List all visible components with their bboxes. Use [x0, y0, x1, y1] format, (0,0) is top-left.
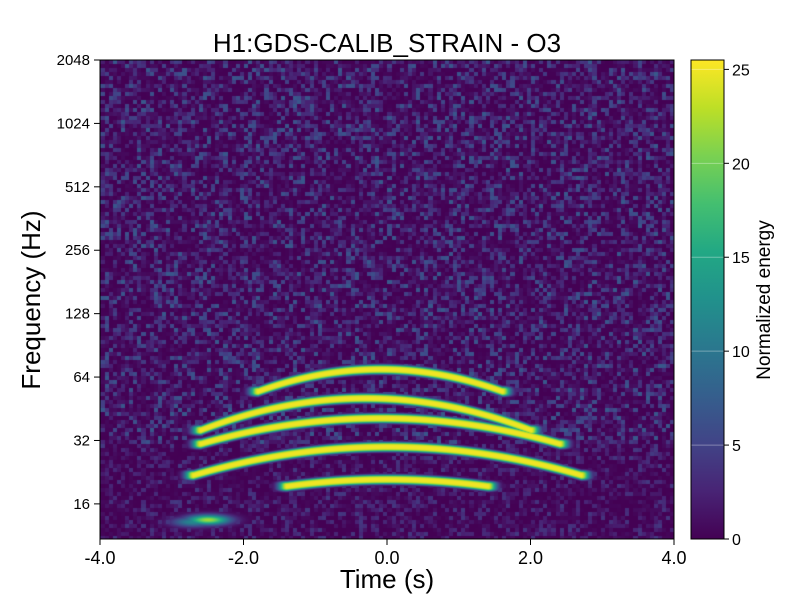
y-tick-label: 32 [73, 432, 90, 449]
colorbar-ticks: 0 5 10 15 20 25 [724, 62, 750, 549]
y-axis-ticks: 16 32 64 128 256 512 1024 2048 [57, 52, 100, 513]
colorbar-tick-label: 0 [732, 532, 741, 549]
x-tick-label: 0.0 [374, 548, 399, 568]
colorbar-gradient [691, 60, 724, 539]
colorbar-frame [690, 59, 725, 540]
x-tick-label: 2.0 [518, 548, 543, 568]
colorbar: 0 5 10 15 20 25 Normalized energy [690, 59, 775, 549]
x-tick-label: 4.0 [661, 548, 686, 568]
colorbar-tick-label: 10 [732, 344, 750, 361]
colorbar-label: Normalized energy [754, 220, 775, 380]
x-axis-ticks: -4.0 -2.0 0.0 2.0 4.0 [84, 539, 687, 568]
chart-title: H1:GDS-CALIB_STRAIN - O3 [213, 28, 561, 58]
spectrogram-image [100, 60, 674, 539]
colorbar-tick-label: 25 [732, 62, 750, 79]
y-tick-label: 256 [65, 242, 90, 259]
y-tick-label: 1024 [57, 115, 90, 132]
y-tick-label: 512 [65, 179, 90, 196]
y-tick-label: 128 [65, 306, 90, 323]
y-tick-label: 2048 [57, 52, 90, 69]
colorbar-tick-label: 5 [732, 438, 741, 455]
x-tick-label: -4.0 [84, 548, 115, 568]
y-axis-label: Frequency (Hz) [16, 210, 46, 389]
colorbar-tick-label: 20 [732, 156, 750, 173]
plot-area [99, 59, 675, 540]
y-tick-label: 64 [73, 369, 90, 386]
x-axis-label: Time (s) [340, 564, 434, 594]
y-tick-label: 16 [73, 496, 90, 513]
x-tick-label: -2.0 [228, 548, 259, 568]
colorbar-tick-label: 15 [732, 250, 750, 267]
colorbar-grid [691, 68, 724, 446]
